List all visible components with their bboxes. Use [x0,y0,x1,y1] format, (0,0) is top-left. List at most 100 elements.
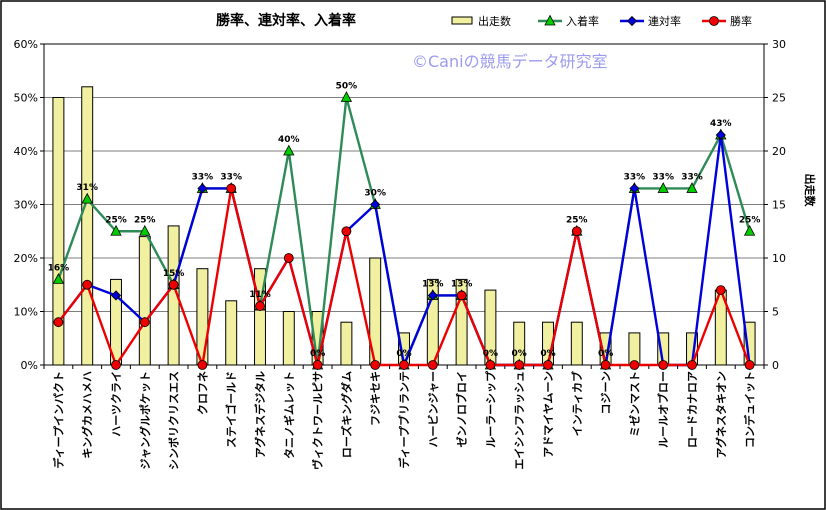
x-tick-label: シンボリクリスエス [167,371,181,470]
data-label: 0% [512,349,527,359]
point [485,360,496,370]
data-labels: 16% 31% 25% 25% 15% 33% 33% 11% 40% 0% 50% 30% 0% 13%… [48,82,761,360]
y-tick-label: 50% [14,92,38,105]
x-tick-label: インティカブ [570,371,584,436]
bar [138,236,151,366]
bar [254,268,266,366]
point [139,224,151,236]
point [81,192,93,204]
bar [81,86,94,366]
data-label: 25% [134,215,156,225]
data-label: 0% [483,349,498,359]
bar [570,321,583,366]
point [709,16,719,26]
x-tick-label: アグネスタキオン [714,371,728,458]
data-label: 25% [566,215,588,225]
y2-tick-label: 15 [772,199,786,212]
point [341,226,352,237]
x-tick-label: ディープブリランテ [397,371,411,469]
point [312,360,323,370]
bar [340,321,353,366]
bar [225,300,238,366]
point [399,360,409,370]
point [686,182,698,193]
x-tick-label: タニノギムレット [282,371,296,459]
data-label: 0% [310,349,325,359]
legend-swatch [451,16,473,25]
watermark: ©Caniの競馬データ研究室 [412,52,608,71]
point [456,290,467,301]
point [544,14,556,26]
point [255,301,265,312]
point [139,317,150,328]
chart-title: 勝率、連対率、入着率 [216,12,356,29]
y-tick-label: 0% [21,359,38,372]
x-tick-label: フジキセキ [369,371,382,426]
point [629,360,640,370]
point [427,360,438,370]
data-label: 33% [624,172,646,182]
bar [167,225,180,366]
y2-tick-label: 20 [772,145,786,158]
x-tick-label: キングカメハメハ [80,371,94,459]
bar [196,268,209,366]
point [197,183,208,194]
x-tick-label: コンデュイット [743,371,757,448]
legend: 出走数 入着率 連対率 勝率 [451,14,752,28]
point [744,360,755,370]
gridlines [44,97,764,312]
point [657,182,669,193]
data-label: 0% [540,349,555,359]
point [283,144,295,156]
data-label: 33% [192,172,214,182]
data-label: 43% [710,119,732,129]
data-label: 33% [652,172,674,182]
data-label: 13% [451,279,473,289]
point [626,15,638,27]
y-tick-label: 20% [14,252,38,265]
legend-label: 勝率 [730,14,752,28]
x-tick-label: ヴィクトワールピサ [311,371,325,470]
y2-tick-label: 30 [772,38,786,51]
x-tick-label: アドマイヤムーン [542,371,555,458]
data-label: 33% [681,172,703,182]
data-label: 13% [422,279,444,289]
point [629,183,640,194]
y2-tick-label: 0 [772,359,779,372]
point [658,360,669,370]
legend-label: 入着率 [566,14,599,28]
data-label: 25% [105,215,127,225]
point [82,279,93,290]
bar [282,311,295,366]
x-tick-label: ルールオブロー [656,371,670,448]
point [687,360,697,370]
bar-series [52,86,756,366]
point [197,360,208,370]
point [743,224,756,236]
legend-label: 連対率 [648,14,681,28]
y-tick-label: 10% [14,306,38,319]
x-tick-label: ゼンノロブロイ [455,371,469,447]
point [53,317,64,328]
y2-axis-title: 出走数 [803,174,817,208]
point [110,290,122,301]
x-tick-label: ロードカナロア [686,371,699,448]
point [111,360,121,370]
point [283,253,294,263]
y2-tick-label: 5 [772,306,779,319]
x-tick-label: ミゼンマスト [627,371,641,437]
y2-tick-label: 25 [772,92,786,105]
data-label: 16% [48,263,70,273]
x-tick-label: ステイゴールド [224,371,238,448]
x-tick-label: ローズキングダム [339,371,353,458]
point [340,91,353,102]
legend-label: 出走数 [478,14,511,28]
point [715,129,726,141]
point [715,285,726,296]
data-label: 50% [336,82,358,92]
x-tick-label: エイシンフラッシュ [513,371,526,470]
x-tick-label: ジャングルポケット [138,371,152,469]
x-tick-label: ルーラーシップ [483,370,497,448]
